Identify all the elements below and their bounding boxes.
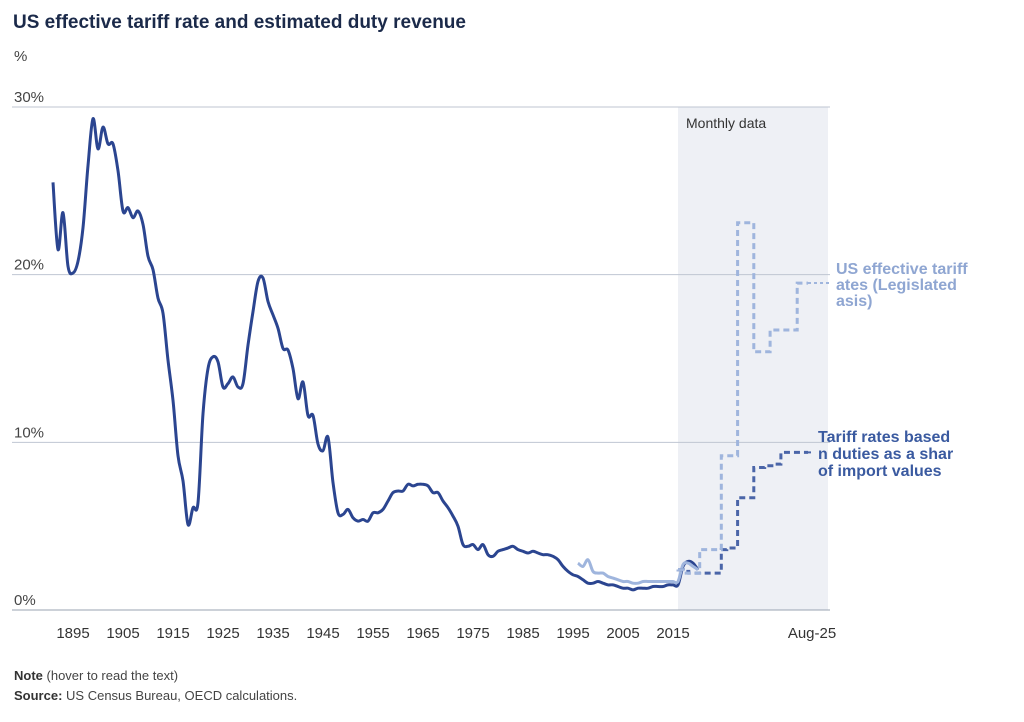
note-hover-text[interactable]: (hover to read the text) xyxy=(46,668,179,683)
x-tick-label: 1955 xyxy=(356,625,389,642)
note-label: Note xyxy=(14,668,43,683)
chart-title: US effective tariff rate and estimated d… xyxy=(13,12,466,33)
legislated-series-label: US effective tariff ates (Legislated asi… xyxy=(836,261,972,310)
y-axis-unit-label: % xyxy=(14,48,28,65)
source-label: Source: xyxy=(14,688,63,703)
note-line[interactable]: Note (hover to read the text) xyxy=(14,668,178,683)
x-tick-label: 1975 xyxy=(456,625,489,642)
y-tick-label: 0% xyxy=(14,592,36,609)
x-tick-label: 2015 xyxy=(656,625,689,642)
x-tick-label: 2005 xyxy=(606,625,639,642)
y-axis-ticks: 0% 10% 20% 30% xyxy=(14,89,44,609)
x-tick-label: Aug-25 xyxy=(788,625,836,642)
x-tick-label: 1995 xyxy=(556,625,589,642)
x-tick-label: 1905 xyxy=(106,625,139,642)
source-line: Source: US Census Bureau, OECD calculati… xyxy=(14,688,297,703)
gridlines xyxy=(12,106,830,611)
line-chart: Monthly data 0% 10% 20% 30% 1895 1905 1915 192… xyxy=(12,89,972,642)
legislated-monthly-line xyxy=(676,221,808,575)
y-tick-label: 20% xyxy=(14,257,44,274)
x-tick-label: 1915 xyxy=(156,625,189,642)
y-tick-label: 10% xyxy=(14,424,44,441)
x-tick-label: 1965 xyxy=(406,625,439,642)
x-tick-label: 1925 xyxy=(206,625,239,642)
x-tick-label: 1935 xyxy=(256,625,289,642)
x-tick-label: 1985 xyxy=(506,625,539,642)
x-tick-label: 1895 xyxy=(56,625,89,642)
monthly-data-shaded-region xyxy=(678,107,828,610)
x-axis-ticks: 1895 1905 1915 1925 1935 1945 1955 1965 1975 1985… xyxy=(56,625,836,642)
duties-share-annual-line xyxy=(51,117,700,592)
y-tick-label: 30% xyxy=(14,89,44,106)
series-lines xyxy=(51,117,832,592)
legislated-annual-line xyxy=(577,558,699,585)
duties-share-series-label: Tariff rates based n duties as a shar of… xyxy=(818,429,958,480)
source-text: US Census Bureau, OECD calculations. xyxy=(66,688,298,703)
monthly-data-label: Monthly data xyxy=(686,115,766,131)
x-tick-label: 1945 xyxy=(306,625,339,642)
